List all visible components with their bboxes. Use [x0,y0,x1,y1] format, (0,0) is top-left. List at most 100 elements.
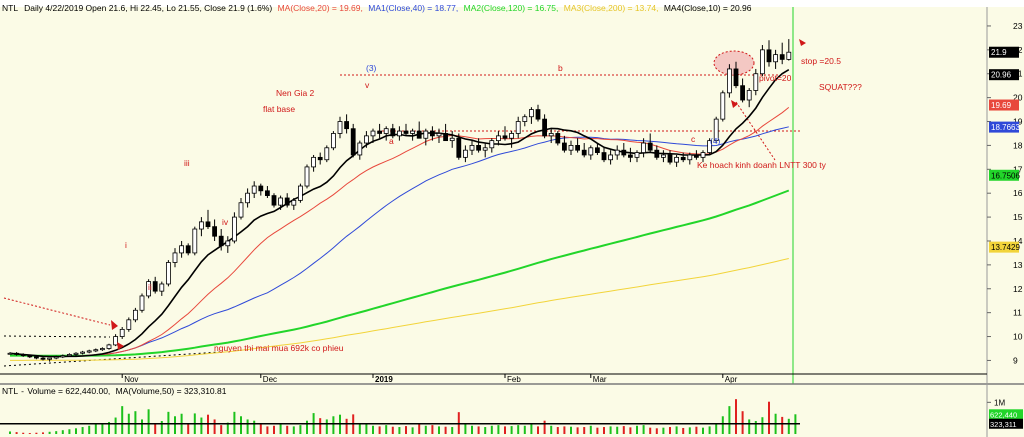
volume-bar [556,427,559,434]
volume-bar [365,423,368,434]
volume-bar [306,420,308,434]
volume-bar [550,425,553,434]
price-tag-label: 13.7429 [991,243,1020,252]
volume-bar [378,426,381,434]
volume-bar [273,425,275,434]
volume-header-value: Volume = 622,440.00, [27,386,110,396]
volume-bar [233,411,236,434]
annotation-lines [3,50,800,367]
volume-bar [616,426,619,434]
price-tick-label: 16 [1013,188,1023,198]
candle-body [581,149,587,156]
volume-header: NTL - Volume = 622,440.00, MA(Volume,50)… [2,386,227,396]
volume-bar [160,421,163,434]
volume-bar [385,425,388,434]
candle-body [132,309,138,321]
annotation-texts: Nen Gia 2 flat base iii iv i ii v a b c … [125,56,862,353]
candle-body [251,185,257,194]
volume-bar [358,424,361,434]
volume-bar [504,426,506,434]
candle-body [423,130,429,139]
volume-bar [220,425,223,434]
volume-bar [754,421,757,434]
volume-bar [431,425,434,434]
price-tag-box [989,46,1019,58]
price-tag-box [989,169,1019,181]
candle-body [575,145,580,151]
candle-body [568,145,574,151]
candle-body [218,235,224,247]
candle-body [231,216,237,242]
candle-body [396,130,402,137]
candle-body [304,166,310,187]
volume-bar [226,422,229,434]
candle-body [113,336,118,346]
volume-bar [603,427,605,434]
wave-a-label: a [389,136,394,146]
candle-body [410,130,416,134]
candle-body [258,185,264,192]
candle-body [674,156,679,163]
candle-body [641,142,646,153]
candle-body [529,109,534,118]
wave-i-label: i [125,240,127,250]
candle-body [489,140,495,149]
volume-bar [174,416,176,434]
candle-body [245,192,251,204]
volume-bar [167,411,170,434]
volume-header-ma: MA(Volume,50) = 323,310.81 [116,386,227,396]
arrow-up-icon [111,320,118,330]
candle-body [225,240,231,247]
volume-bar [655,428,658,434]
volume-bar [728,406,731,434]
volume-bar [589,425,592,434]
price-tick-label: 10 [1013,332,1023,342]
candle-body [753,73,759,91]
volume-bar [121,406,124,434]
volume-bar [490,425,493,434]
volume-bar [576,427,579,434]
volume-bar [101,423,104,434]
candle-body [172,252,178,263]
volume-bar [682,427,685,434]
volume-bar [636,425,638,434]
volume-tag-label: 323,311 [990,420,1017,429]
candle-body [159,283,165,292]
ma200-line [10,258,789,361]
candle-body [700,152,706,158]
candle-body [377,130,383,134]
volume-bar [596,427,599,434]
header-ma20: MA(Close,20) = 19.69, [278,3,363,13]
candle-body [119,328,125,337]
candle-body [614,149,620,156]
price-tag-box [989,69,1019,81]
candle-body [462,149,468,158]
volume-bar [477,426,480,434]
price-tag-label: 18.7663 [991,123,1020,132]
volume-bar [583,427,586,434]
candle-body [429,130,435,137]
price-tag-label: 21.9 [991,48,1007,57]
header-ma200: MA3(Close,200) = 13.74, [564,3,659,13]
candle-body [317,156,323,161]
price-tag-box [989,241,1019,253]
candle-body [165,262,171,285]
wave-ii-label: ii [148,282,152,292]
candle-body [40,357,46,360]
top-strip [0,0,1024,7]
price-tag-label: 16.7506 [991,171,1020,180]
volume-bar [68,429,71,434]
candle-body [621,149,627,156]
header-ma40: MA1(Close,40) = 18.77, [368,3,458,13]
candle-body [27,355,33,358]
candle-body [667,154,673,163]
candle-body [443,133,449,142]
candle-body [152,281,158,292]
volume-bar [781,416,784,434]
volume-bar [609,426,612,434]
candle-body [694,154,699,158]
volume-bar [537,426,539,434]
volume-bar [15,432,18,434]
